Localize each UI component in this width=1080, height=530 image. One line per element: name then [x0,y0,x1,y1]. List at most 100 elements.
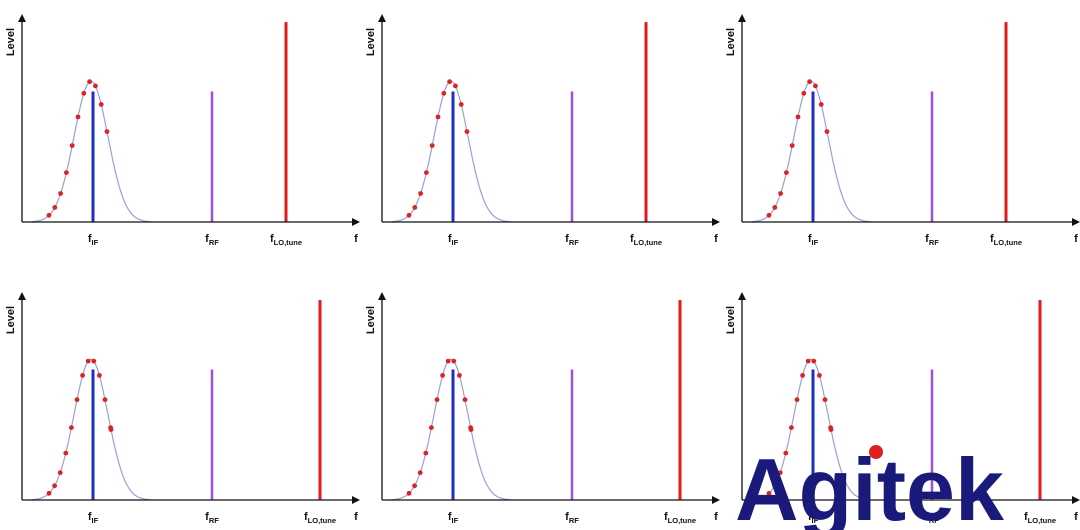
sample-dot [789,425,794,430]
marker-label-base: f [205,511,209,523]
sample-dot [63,450,69,456]
sample-dot [822,397,828,403]
marker-label-if: fIF [88,511,99,525]
sample-dot [108,427,114,432]
marker-label-if: fIF [808,511,819,525]
x-axis-label: f [354,511,358,523]
sample-dot [468,427,474,432]
sample-dot [418,191,423,196]
marker-label-base: f [925,233,929,245]
sample-dot [423,450,429,456]
marker-label-subscript: IF [452,516,459,525]
sample-dot [813,83,818,89]
marker-label-lotune: fLO,tune [630,233,662,247]
sample-dot [75,114,81,120]
marker-label-subscript: IF [812,516,819,525]
sample-dot [824,129,830,135]
y-axis-label: Level [725,306,737,334]
sample-dot [766,490,772,496]
sample-dot [97,373,102,378]
sample-dot [801,90,807,96]
sample-dot [93,83,98,89]
marker-label-rf: fRF [925,511,939,525]
marker-label-base: f [270,233,274,245]
marker-label-subscript: LO,tune [1028,516,1056,525]
marker-label-base: f [448,233,452,245]
marker-label-subscript: LO,tune [308,516,336,525]
sample-dot [811,358,817,364]
y-axis-label: Level [5,306,17,334]
sample-dot [52,483,57,489]
sample-dot [783,450,789,456]
marker-label-rf: fRF [565,511,579,525]
marker-label-base: f [88,511,92,523]
sample-dot [772,483,777,489]
sample-dot [81,90,87,96]
sample-dot [772,205,778,210]
marker-label-base: f [565,511,569,523]
marker-label-base: f [990,233,994,245]
marker-label-base: f [1024,511,1028,523]
marker-label-subscript: IF [92,238,99,247]
marker-label-base: f [304,511,308,523]
sample-dot [447,79,452,85]
sample-dot [458,102,464,107]
watermark-dot [869,445,883,459]
marker-label-subscript: RF [569,516,579,525]
sample-dot [807,79,812,85]
if-filter-curve [30,80,152,223]
marker-label-base: f [448,511,452,523]
marker-label-subscript: LO,tune [274,238,302,247]
sample-dot [818,102,824,107]
sample-dot [406,212,412,218]
sample-dot [80,373,85,378]
sample-dot [766,212,772,218]
y-axis-label: Level [365,28,377,56]
sample-dot [441,90,447,96]
marker-label-subscript: LO,tune [668,516,696,525]
marker-label-base: f [808,233,812,245]
sample-dot [440,373,445,378]
sample-dot [805,358,811,364]
sample-dot [429,425,434,430]
marker-label-subscript: IF [452,238,459,247]
marker-label-base: f [88,233,92,245]
sample-dot [85,358,91,364]
sample-dot [406,490,412,496]
y-axis-label: Level [5,28,17,56]
marker-label-subscript: LO,tune [994,238,1022,247]
marker-label-lotune: fLO,tune [304,511,336,525]
sample-dot [87,79,92,85]
sample-dot [69,143,75,149]
sample-dot [795,114,801,120]
sample-dot [57,470,63,476]
sample-dot [102,397,108,403]
sample-dot [784,170,789,176]
x-axis-label: f [1074,511,1078,523]
marker-label-subscript: LO,tune [634,238,662,247]
x-axis-label: f [714,233,718,245]
marker-label-base: f [565,233,569,245]
sample-dot [794,397,800,403]
marker-label-base: f [808,511,812,523]
marker-label-if: fIF [448,233,459,247]
x-axis-label: f [1074,233,1078,245]
marker-label-rf: fRF [925,233,939,247]
sample-dot [46,490,52,496]
sample-dot [429,143,435,149]
sample-dot [817,373,822,378]
sample-dot [457,373,462,378]
sample-dot [800,373,805,378]
sample-dot [91,358,97,364]
marker-label-subscript: RF [569,238,579,247]
marker-label-lotune: fLO,tune [990,233,1022,247]
sample-dot [69,425,74,430]
if-filter-curve [30,358,152,501]
